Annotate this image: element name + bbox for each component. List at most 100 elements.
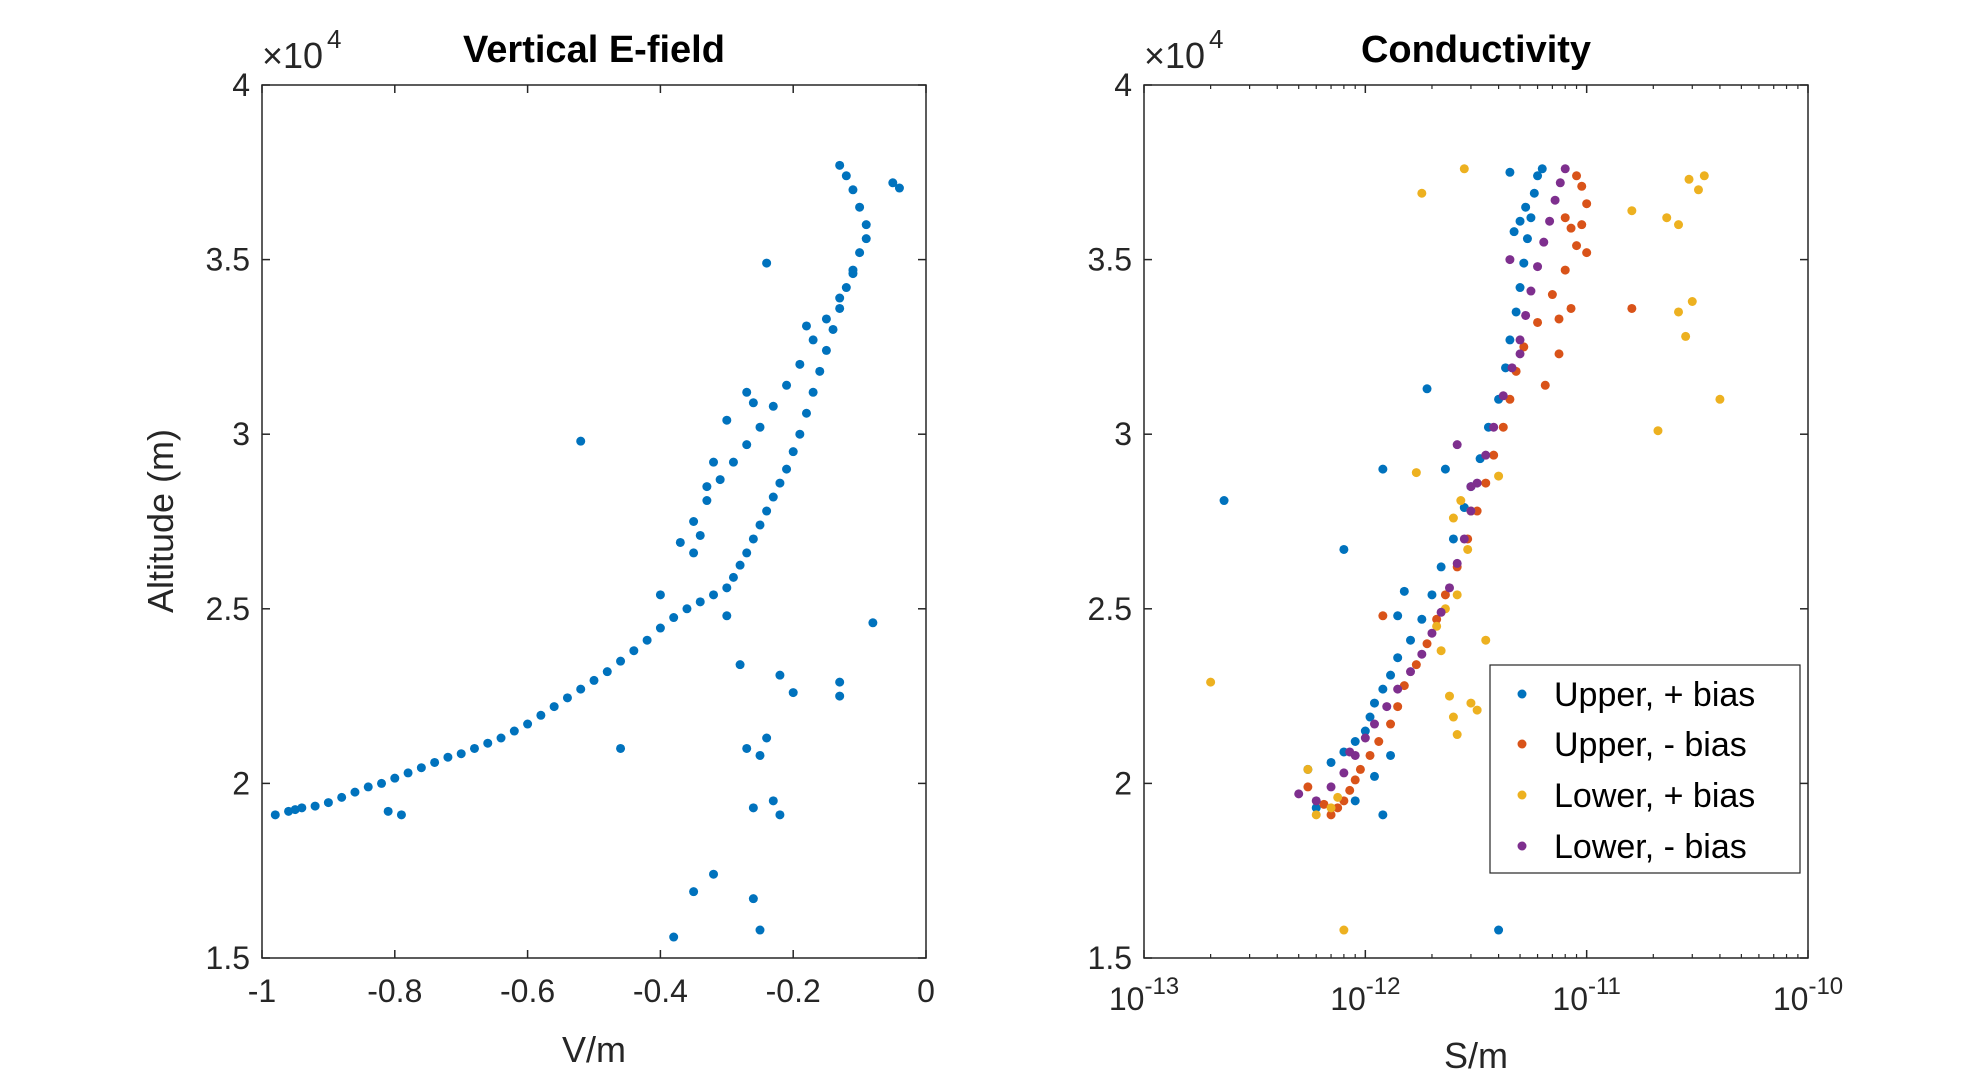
conductivity-point-series-0 bbox=[1386, 670, 1396, 680]
conductivity-x-axis-label: S/m bbox=[1444, 1035, 1508, 1073]
conductivity-title: Conductivity bbox=[1361, 29, 1591, 71]
conductivity-point-series-1 bbox=[1319, 799, 1329, 809]
efield-ytick-label: 2 bbox=[232, 765, 250, 801]
efield-point-series-0 bbox=[702, 482, 712, 492]
conductivity-point-series-2 bbox=[1326, 803, 1336, 813]
efield-point-series-0 bbox=[861, 234, 871, 244]
efield-point-series-0 bbox=[616, 743, 626, 753]
efield-point-series-0 bbox=[722, 583, 732, 593]
conductivity-xtick-base: 10 bbox=[1109, 981, 1145, 1017]
efield-point-series-0 bbox=[868, 618, 878, 628]
conductivity-point-series-2 bbox=[1627, 206, 1637, 216]
conductivity-point-series-0 bbox=[1509, 227, 1519, 237]
conductivity-point-series-3 bbox=[1294, 789, 1304, 799]
conductivity-point-series-3 bbox=[1560, 164, 1570, 174]
conductivity-point-series-1 bbox=[1333, 803, 1343, 813]
conductivity-point-series-1 bbox=[1572, 241, 1582, 251]
conductivity-point-series-0 bbox=[1515, 216, 1525, 226]
conductivity-point-series-3 bbox=[1345, 747, 1355, 757]
efield-point-series-0 bbox=[835, 160, 845, 170]
conductivity-point-series-3 bbox=[1521, 310, 1531, 320]
legend-entry-lower-plus: Lower, + bias bbox=[1517, 777, 1755, 815]
conductivity-xtick-power: -13 bbox=[1144, 973, 1179, 1000]
efield-point-series-0 bbox=[589, 675, 599, 685]
efield-xtick-label: -0.4 bbox=[633, 973, 688, 1009]
efield-point-series-0 bbox=[762, 506, 772, 516]
conductivity-point-series-3 bbox=[1339, 768, 1349, 778]
conductivity-point-series-2 bbox=[1303, 764, 1313, 774]
efield-point-series-0 bbox=[808, 387, 818, 397]
efield-point-series-0 bbox=[709, 869, 719, 879]
conductivity-point-series-3 bbox=[1466, 482, 1476, 492]
efield-point-series-0 bbox=[416, 763, 426, 773]
efield-point-series-0 bbox=[835, 677, 845, 687]
efield-ytick-label: 1.5 bbox=[206, 940, 250, 976]
conductivity-point-series-3 bbox=[1427, 628, 1437, 638]
conductivity-point-series-1 bbox=[1489, 450, 1499, 460]
conductivity-point-series-0 bbox=[1526, 213, 1536, 223]
efield-point-series-0 bbox=[888, 178, 898, 188]
conductivity-point-series-0 bbox=[1365, 712, 1375, 722]
conductivity-point-series-0 bbox=[1459, 503, 1469, 513]
conductivity-point-series-2 bbox=[1653, 426, 1663, 436]
conductivity-point-series-1 bbox=[1386, 719, 1396, 729]
conductivity-point-series-1 bbox=[1378, 611, 1388, 621]
conductivity-point-series-1 bbox=[1582, 248, 1592, 258]
conductivity-ytick-label: 2.5 bbox=[1088, 591, 1132, 627]
conductivity-point-series-2 bbox=[1463, 544, 1473, 554]
conductivity-point-series-0 bbox=[1399, 586, 1409, 596]
efield-point-series-0 bbox=[722, 415, 732, 425]
conductivity-point-series-3 bbox=[1539, 237, 1549, 247]
efield-y-exponent: ×10 4 bbox=[262, 24, 341, 76]
efield-ytick-label: 4 bbox=[232, 67, 250, 103]
efield-point-series-0 bbox=[682, 604, 692, 614]
conductivity-point-series-1 bbox=[1326, 810, 1336, 820]
efield-point-series-0 bbox=[848, 185, 858, 195]
conductivity-point-series-2 bbox=[1432, 621, 1442, 631]
efield-point-series-0 bbox=[788, 688, 798, 698]
conductivity-point-series-1 bbox=[1547, 290, 1557, 300]
efield-xtick-label: -0.8 bbox=[367, 973, 422, 1009]
efield-point-series-0 bbox=[536, 710, 546, 720]
efield-ytick-label: 2.5 bbox=[206, 591, 250, 627]
conductivity-point-series-1 bbox=[1566, 303, 1576, 313]
efield-point-series-0 bbox=[642, 635, 652, 645]
efield-axes-box bbox=[261, 84, 927, 959]
conductivity-point-series-3 bbox=[1369, 719, 1379, 729]
efield-point-series-0 bbox=[728, 572, 738, 582]
conductivity-ytick-label: 1.5 bbox=[1088, 940, 1132, 976]
conductivity-point-series-1 bbox=[1422, 639, 1432, 649]
conductivity-point-series-3 bbox=[1481, 450, 1491, 460]
conductivity-point-series-2 bbox=[1436, 646, 1446, 656]
conductivity-point-series-1 bbox=[1345, 785, 1355, 795]
conductivity-point-series-0 bbox=[1511, 307, 1521, 317]
efield-point-series-0 bbox=[297, 803, 307, 813]
efield-point-series-0 bbox=[821, 345, 831, 355]
conductivity-point-series-0 bbox=[1386, 750, 1396, 760]
conductivity-point-series-3 bbox=[1326, 782, 1336, 792]
conductivity-point-series-3 bbox=[1533, 262, 1543, 272]
conductivity-point-series-0 bbox=[1515, 283, 1525, 293]
conductivity-point-series-2 bbox=[1662, 213, 1672, 223]
efield-point-series-0 bbox=[629, 646, 639, 656]
efield-point-series-0 bbox=[742, 387, 752, 397]
conductivity-point-series-1 bbox=[1432, 614, 1442, 624]
conductivity-ytick-label: 3.5 bbox=[1088, 242, 1132, 278]
efield-point-series-0 bbox=[801, 321, 811, 331]
conductivity-xtick-label: 10-12 bbox=[1330, 973, 1400, 1017]
conductivity-point-series-0 bbox=[1521, 202, 1531, 212]
conductivity-point-series-1 bbox=[1572, 171, 1582, 181]
conductivity-point-series-1 bbox=[1472, 506, 1482, 516]
efield-point-series-0 bbox=[443, 752, 453, 762]
efield-xtick-label: 0 bbox=[917, 973, 935, 1009]
conductivity-point-series-0 bbox=[1219, 496, 1229, 506]
conductivity-point-series-3 bbox=[1498, 391, 1508, 401]
conductivity-point-series-0 bbox=[1393, 653, 1403, 663]
conductivity-point-series-2 bbox=[1333, 792, 1343, 802]
efield-point-series-0 bbox=[768, 401, 778, 411]
conductivity-point-series-0 bbox=[1448, 534, 1458, 544]
legend-label-lower-minus: Lower, - bias bbox=[1554, 828, 1747, 866]
conductivity-point-series-3 bbox=[1444, 583, 1454, 593]
conductivity-point-series-2 bbox=[1444, 691, 1454, 701]
